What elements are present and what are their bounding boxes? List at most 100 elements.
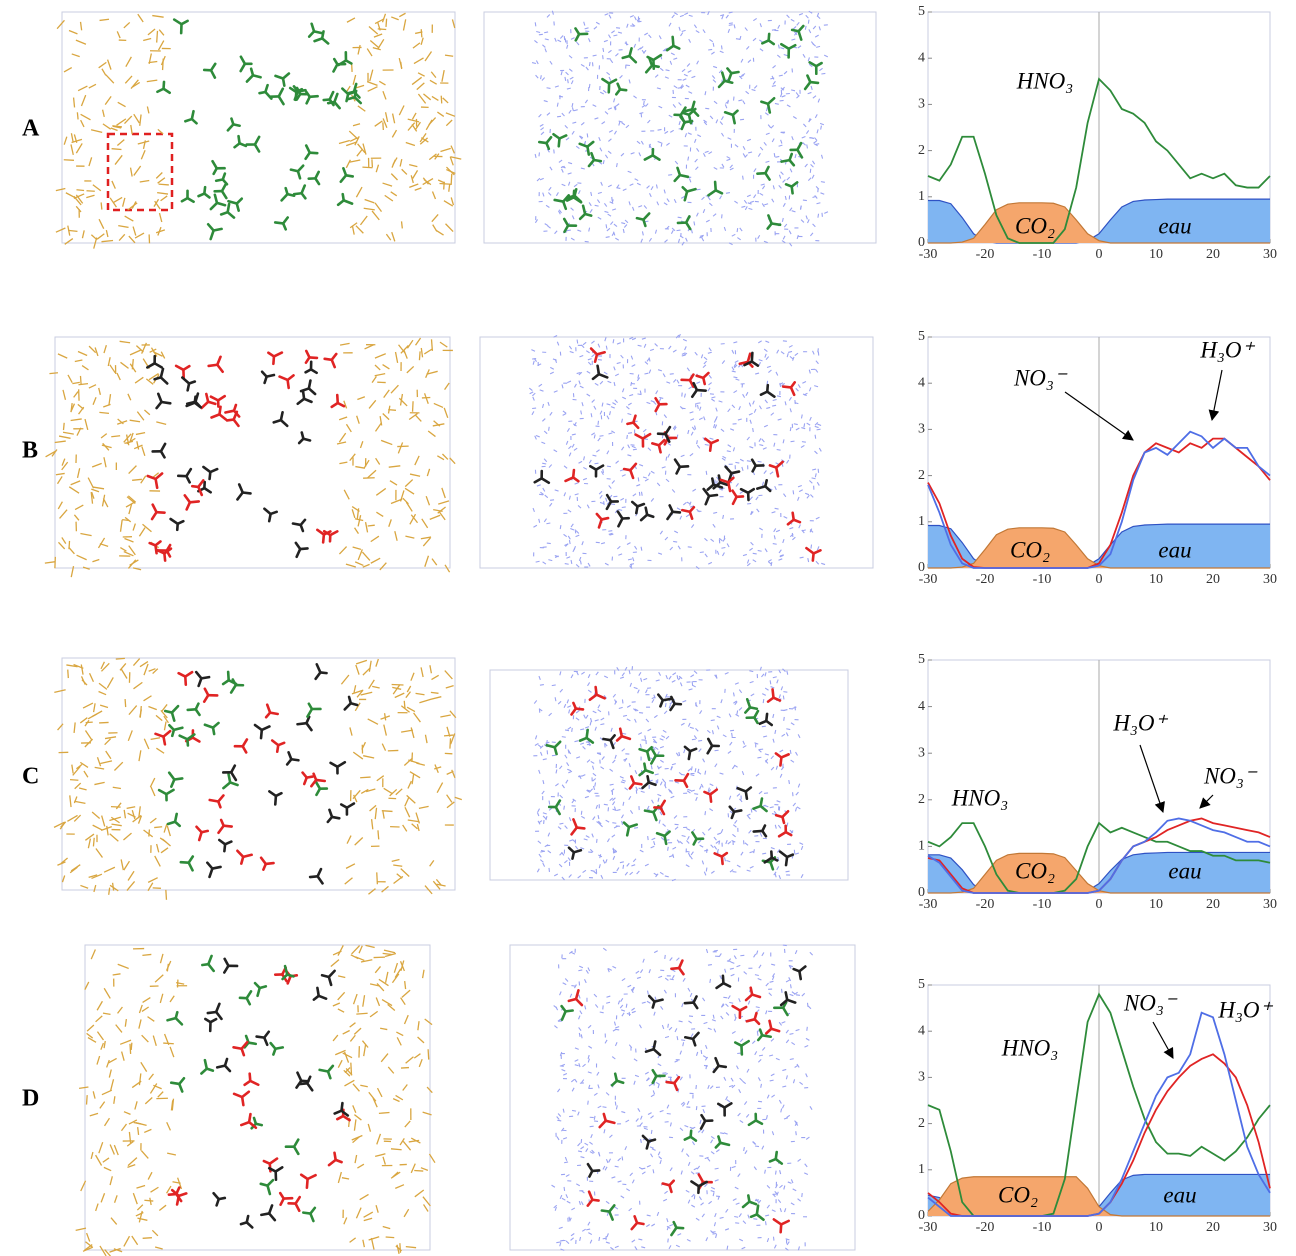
co2-molecule	[414, 337, 422, 346]
co2-molecule	[368, 26, 379, 35]
co2-molecule	[81, 230, 85, 239]
water-molecule	[721, 457, 726, 461]
molecule	[300, 431, 305, 441]
molecule	[305, 1075, 312, 1085]
x-tick-label: 20	[1206, 572, 1220, 587]
water-molecule	[539, 177, 544, 181]
water-molecule	[639, 849, 644, 853]
molecule	[253, 723, 264, 732]
water-molecule	[780, 1108, 783, 1113]
co2-molecule	[428, 153, 437, 161]
water-molecule	[814, 195, 818, 199]
area	[928, 199, 1270, 243]
water-molecule	[795, 1028, 800, 1032]
co2-molecule	[378, 1111, 390, 1115]
water-molecule	[622, 714, 628, 717]
water-molecule	[593, 1092, 598, 1096]
co2-molecule	[127, 1163, 136, 1168]
water-molecule	[548, 712, 553, 717]
water-molecule	[538, 33, 543, 36]
water-molecule	[609, 768, 614, 772]
co2-molecule	[56, 19, 65, 30]
water-molecule	[616, 667, 620, 671]
water-molecule	[600, 717, 605, 721]
series-label: HNO₃	[1001, 1035, 1059, 1060]
water-molecule	[574, 482, 579, 485]
water-molecule	[762, 447, 767, 450]
water-molecule	[805, 130, 810, 135]
molecule	[695, 388, 707, 392]
water-molecule	[586, 370, 591, 374]
co2-molecule	[393, 864, 403, 867]
water-molecule	[617, 545, 621, 550]
water-molecule	[563, 465, 568, 469]
co2-molecule	[138, 806, 141, 819]
water-molecule	[624, 666, 628, 671]
molecule	[805, 546, 815, 555]
water-molecule	[730, 973, 735, 977]
water-molecule	[621, 779, 626, 782]
water-molecule	[759, 48, 764, 52]
water-molecule	[653, 741, 658, 744]
water-molecule	[709, 38, 714, 43]
water-molecule	[640, 790, 645, 793]
water-molecule	[672, 853, 675, 858]
water-molecule	[658, 105, 663, 109]
water-molecule	[574, 1059, 579, 1062]
molecule	[765, 390, 776, 398]
water-molecule	[785, 1075, 788, 1080]
molecule	[318, 1068, 330, 1073]
water-molecule	[635, 970, 640, 974]
water-molecule	[629, 183, 634, 186]
molecule	[336, 760, 347, 769]
molecule	[277, 95, 285, 106]
molecule	[267, 1212, 277, 1222]
co2-molecule	[337, 1171, 342, 1184]
water-molecule	[561, 168, 564, 173]
water-molecule	[794, 852, 800, 855]
water-molecule	[613, 106, 617, 111]
co2-molecule	[409, 513, 417, 525]
water-molecule	[693, 24, 698, 29]
molecule	[627, 823, 639, 829]
molecule	[212, 227, 223, 232]
water-molecule	[795, 427, 800, 431]
water-molecule	[625, 124, 630, 129]
water-molecule	[597, 1105, 602, 1109]
water-molecule	[659, 1159, 662, 1165]
water-molecule	[600, 766, 605, 770]
molecule	[738, 360, 750, 366]
water-molecule	[557, 1088, 561, 1093]
co2-molecule	[95, 1154, 103, 1166]
water-molecule	[671, 974, 675, 979]
water-molecule	[604, 337, 607, 342]
molecule	[146, 474, 157, 481]
water-molecule	[705, 948, 709, 954]
water-molecule	[756, 950, 759, 955]
water-molecule	[791, 38, 796, 41]
molecule	[352, 82, 358, 94]
co2-molecule	[349, 453, 356, 462]
water-molecule	[681, 241, 685, 246]
water-molecule	[781, 86, 785, 91]
co2-molecule	[390, 1171, 401, 1179]
water-molecule	[588, 227, 591, 232]
co2-molecule	[382, 811, 385, 819]
water-molecule	[622, 228, 625, 234]
water-molecule	[571, 433, 576, 436]
co2-molecule	[387, 1066, 395, 1074]
water-molecule	[691, 684, 696, 688]
water-molecule	[725, 14, 729, 19]
water-molecule	[691, 1126, 696, 1130]
molecule	[769, 1027, 781, 1033]
area	[928, 853, 1270, 893]
co2-molecule	[144, 1097, 153, 1105]
water-molecule	[650, 1129, 653, 1134]
co2-molecule	[138, 1073, 142, 1086]
co2-molecule	[345, 423, 352, 433]
co2-molecule	[61, 461, 69, 471]
molecule	[719, 478, 730, 484]
water-molecule	[657, 552, 663, 555]
co2-molecule	[410, 175, 414, 184]
water-molecule	[718, 840, 721, 845]
